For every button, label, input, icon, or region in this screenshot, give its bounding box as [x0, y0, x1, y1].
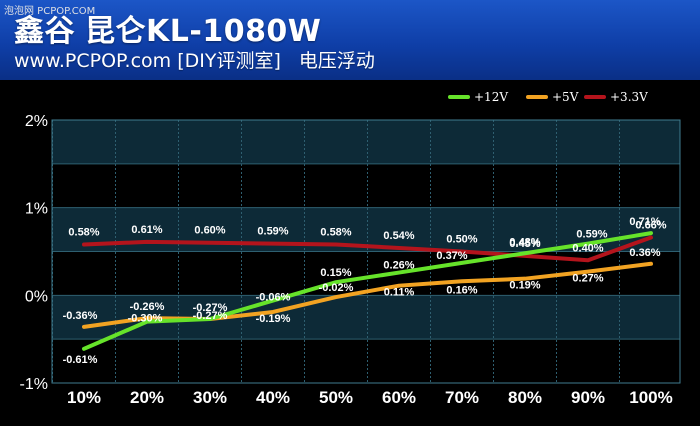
data-label: 0.54% — [383, 230, 414, 242]
y-tick-label: -1% — [20, 376, 48, 393]
data-label: 0.45% — [509, 238, 540, 250]
data-label: 0.58% — [68, 226, 99, 238]
subtitle-site: www.PCPOP.com [DIY评测室] — [14, 50, 281, 72]
legend-label: +3.3V — [610, 90, 648, 104]
data-label: 0.36% — [629, 247, 660, 259]
data-label: 0.48% — [509, 236, 540, 248]
title-model: KL-1080W — [146, 14, 322, 49]
data-label: 0.60% — [194, 225, 225, 237]
legend-label: +5V — [552, 90, 579, 104]
x-tick-label: 70% — [445, 388, 479, 407]
page-subtitle: www.PCPOP.com [DIY评测室] 电压浮动 — [14, 46, 375, 73]
plot-frame — [51, 119, 681, 384]
y-tick-label: 1% — [25, 201, 48, 218]
data-label: -0.61% — [63, 354, 98, 366]
y-tick-label: 2% — [25, 113, 48, 130]
x-tick-label: 60% — [382, 388, 416, 407]
data-label: -0.26% — [130, 301, 165, 313]
data-label: 0.19% — [509, 280, 540, 292]
series-line-12v — [82, 231, 653, 351]
x-tick-label: 10% — [67, 388, 101, 407]
header-banner: 泡泡网 PCPOP.COM 鑫谷 昆仑KL-1080W www.PCPOP.com… — [0, 0, 700, 80]
x-tick-label: 100% — [629, 388, 672, 407]
data-label: 0.50% — [446, 234, 477, 246]
data-label: 0.16% — [446, 284, 477, 296]
data-label: 0.40% — [572, 242, 603, 254]
data-label: -0.02% — [319, 282, 354, 294]
x-tick-label: 90% — [571, 388, 605, 407]
data-label: 0.59% — [576, 229, 607, 241]
data-label: 0.37% — [436, 250, 467, 262]
data-label: -0.30% — [128, 313, 163, 325]
plot-band — [52, 120, 680, 164]
subtitle-topic: 电压浮动 — [298, 50, 375, 72]
x-tick-label: 80% — [508, 388, 542, 407]
x-tick-label: 20% — [130, 388, 164, 407]
data-label: 0.58% — [320, 226, 351, 238]
title-series: 昆仑 — [85, 14, 146, 49]
data-label: 0.59% — [257, 226, 288, 238]
data-label: 0.11% — [384, 287, 415, 299]
data-label: 0.15% — [320, 267, 351, 279]
x-tick-label: 40% — [256, 388, 290, 407]
legend-label: +12V — [474, 90, 508, 104]
data-label: 0.71% — [629, 216, 660, 228]
data-label: 0.26% — [383, 260, 414, 272]
x-tick-label: 50% — [319, 388, 353, 407]
page-title: 鑫谷 昆仑KL-1080W — [14, 6, 321, 50]
data-label: -0.19% — [256, 313, 291, 325]
y-tick-label: 0% — [25, 288, 48, 305]
series-line-33v — [82, 235, 653, 263]
watermark-text: 泡泡网 PCPOP.COM — [4, 6, 96, 17]
data-label: -0.06% — [256, 292, 291, 304]
x-tick-label: 30% — [193, 388, 227, 407]
data-label: -0.27% — [193, 302, 228, 314]
data-label: 0.66% — [635, 219, 666, 231]
data-label: 0.27% — [572, 273, 603, 285]
data-label: -0.36% — [63, 310, 98, 322]
data-label: 0.61% — [131, 224, 162, 236]
data-label: -0.27% — [193, 310, 228, 322]
title-brand: 鑫谷 — [14, 14, 75, 49]
